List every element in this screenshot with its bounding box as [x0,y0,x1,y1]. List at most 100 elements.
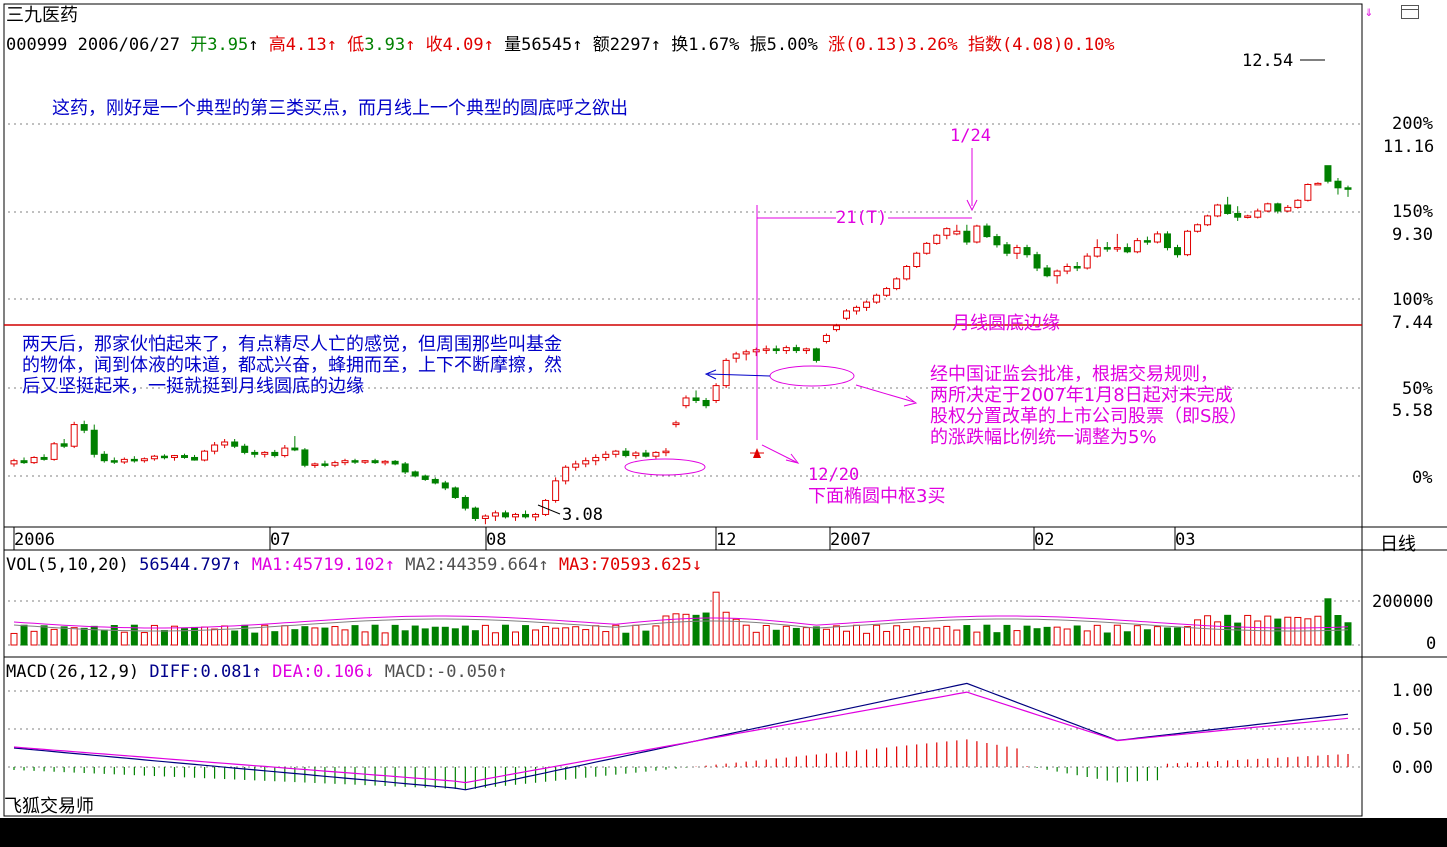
x-label-12: 12 [716,530,737,550]
close-value: 4.09 [442,35,484,55]
candle-body [471,507,479,519]
candle-body [281,447,289,457]
candle-body [1334,180,1342,189]
candle-body [1153,233,1161,243]
candle-body [993,236,1001,246]
candle-body [401,463,409,473]
volume-bar [291,629,299,646]
volume-bar [341,629,349,646]
volume-bar [301,626,309,646]
volume-bar [802,627,810,646]
candle-body [341,460,349,464]
volume-bar [592,625,600,646]
candle-body [451,487,459,498]
candle-body [90,429,98,455]
volume-bar [532,629,540,646]
volume-bar [873,624,881,646]
volume-bar [170,625,178,646]
volume-bar [70,627,78,646]
volume-bar [231,630,239,646]
candle-body [522,513,530,518]
candle-body [411,471,419,477]
vol-ma1: MA1:45719.102 [251,555,385,575]
volume-bar [311,627,319,646]
volume-bar [762,624,770,646]
pin-icon[interactable]: ⇓ [1364,4,1374,20]
candle-body [371,460,379,464]
candle-body [542,499,550,515]
candle-body [301,449,309,466]
candle-body [712,385,720,401]
candle-body [752,349,760,353]
open-value: 3.95 [207,35,249,55]
volume-bar [662,615,670,646]
candle-body [672,422,680,426]
candle-body [201,450,209,461]
index-label: 指数 [967,35,1002,55]
volume-bar [481,624,489,646]
right-note-line-1: 经中国证监会批准，根据交易规则， [930,364,1218,385]
candle-body [261,451,269,455]
candle-body [572,463,580,468]
pct-label-200: 200% [1392,114,1433,134]
stock-name: 三九医药 [6,5,78,26]
period-label[interactable]: 日线 [1380,534,1416,555]
candle-body [100,453,108,462]
volume-bar [261,624,269,646]
candle-body [1143,240,1151,243]
volume-ma2-line [13,618,1349,632]
amplitude-value: 5.00% [766,35,818,55]
pct-label-150: 150% [1392,202,1433,222]
candle-body [612,450,620,455]
brand-label: 飞狐交易师 [4,796,94,817]
volume-bar [181,628,189,646]
volume-bar [572,626,580,646]
volume-bar [602,631,610,646]
volume-bar [812,626,820,646]
candle-body [421,475,429,480]
candle-body [853,306,861,312]
pointer-1220-head [785,453,800,464]
volume-bar [441,626,449,646]
volume-bar [632,624,640,646]
indicator-lines [13,615,1349,791]
volume-bar [752,631,760,646]
candle-body [953,230,961,235]
candle-body [160,455,168,459]
volume-bar [80,627,88,646]
quote-date: 2006/06/27 [77,35,181,55]
pivot-ellipse-upper [769,365,855,387]
right-note-line-4: 的涨跌幅比例统一调整为5% [930,427,1157,448]
candle-body [481,515,489,519]
macd-axis-000: 0.00 [1392,758,1433,778]
header-quote-line: 000999 2006/06/27 开3.95↑ 高4.13↑ 低3.93↑ 收… [6,30,1115,55]
x-label-07: 07 [270,530,291,550]
volume-bar [832,625,840,646]
candle-body [331,462,339,466]
volume-bar [421,628,429,646]
candle-body [1294,199,1302,208]
candle-body [863,301,871,308]
pivot-ellipse-lower [624,458,706,476]
candle-body [592,456,600,462]
volume-bar [853,624,861,646]
candle-body [321,463,329,466]
candle-body [1043,267,1051,277]
volume-bar [150,624,158,646]
candle-body [943,228,951,236]
candle-body [231,441,239,447]
pct-label-50: 50% [1402,379,1433,399]
candle-body [70,424,78,447]
volume-bar [732,618,740,646]
volume-bar [1083,630,1091,646]
candle-body [1023,247,1031,256]
window-icon[interactable] [1401,5,1419,19]
candle-body [552,480,560,501]
volume-value: 56545 [521,35,573,55]
volume-bar [722,611,730,646]
macd-diff: DIFF:0.081 [149,662,252,682]
volume-bar [1324,598,1332,646]
candle-body [221,441,229,446]
macd-histogram [13,739,1349,790]
volume-bar [1043,626,1051,646]
